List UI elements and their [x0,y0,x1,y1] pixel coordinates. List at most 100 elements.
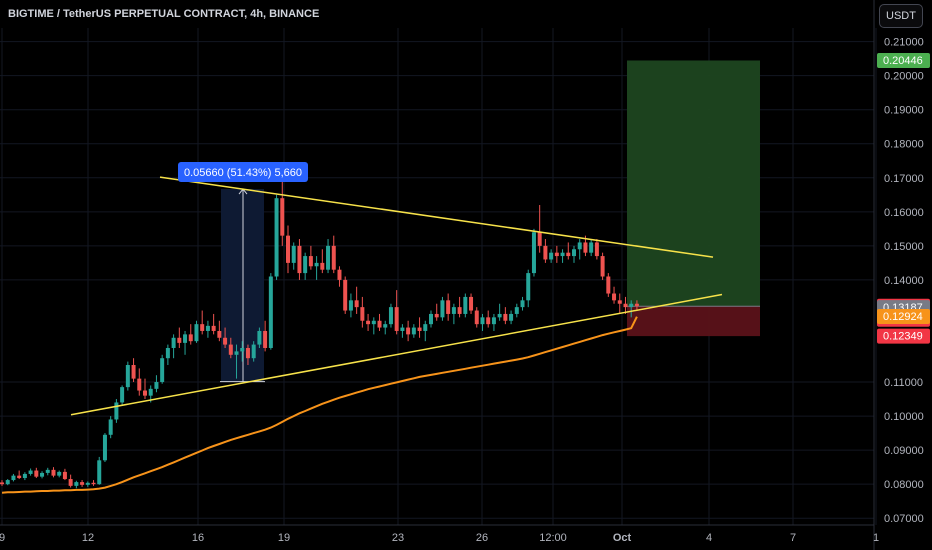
candle [160,354,165,384]
candle-body [74,482,79,486]
candle [486,310,491,328]
candle-body [531,232,536,274]
ma-line [1,316,638,494]
candles [0,181,639,489]
lower-trendline [70,293,723,416]
candle-body [120,387,125,403]
time-axis[interactable]: 9 12 16 19 23 26 12:00 Oct 4 7 1 [0,532,879,544]
candle-body [623,303,628,308]
candle [280,181,285,246]
candle-body [406,327,411,335]
candle [102,433,107,463]
candle [137,368,142,396]
candle [200,310,205,335]
candle-body [594,242,599,257]
candle [451,303,456,325]
candle-body [228,344,233,355]
candle [348,293,353,318]
candle [577,239,582,260]
candle-body [160,358,165,383]
candle [440,296,445,321]
candle [80,480,85,487]
candle [383,320,388,335]
candle [91,480,96,486]
candle-body [34,470,39,477]
candle [572,245,576,263]
currency-button[interactable]: USDT [879,4,923,28]
candle [131,358,136,383]
candle-body [537,232,542,246]
candle [183,330,188,355]
y-tick-label: 0.21000 [884,37,924,49]
candle [543,239,548,263]
candle [251,341,256,362]
x-tick-label: 16 [192,532,204,544]
candle [377,313,382,331]
candle-body [17,475,22,479]
candle-body [183,334,188,343]
candle-body [354,300,359,308]
candle [28,468,33,476]
candle-body [606,276,611,294]
candle-body [549,252,554,260]
candle-body [257,330,262,345]
price-badge: 0.12349 [877,328,930,344]
x-tick-label: Oct [613,532,632,544]
candle-body [634,303,639,307]
candle-body [331,245,336,270]
candle-body [337,269,342,280]
candle [417,317,422,338]
candle-body [520,300,525,308]
candle-body [245,347,250,359]
x-tick-label: 7 [790,532,796,544]
candle [217,320,222,342]
candle [5,479,10,486]
x-tick-label: 1 [873,532,879,544]
candle [11,473,16,482]
price-badge-label: 0.12924 [883,311,923,323]
candle-body [188,334,193,342]
candle [85,481,90,487]
candle [125,361,130,391]
candle-body [480,317,485,325]
candle [171,334,176,359]
candle-body [131,365,136,379]
candle-body [566,252,571,257]
candle-body [85,482,90,485]
target-zone [627,60,760,307]
y-tick-label: 0.07000 [884,513,924,525]
candle-body [45,469,50,473]
price-axis[interactable]: 0.21000 0.20000 0.19000 0.18000 0.17000 0.160… [877,37,930,526]
x-tick-label: 12:00 [539,532,567,544]
candle [291,242,296,270]
candle-body [486,317,491,325]
candle [326,239,331,274]
candle [57,470,62,478]
candle [205,320,210,338]
candle-body [143,390,147,396]
candle-body [137,378,142,391]
candle-body [200,324,205,331]
candle-body [68,479,73,486]
candle-body [589,242,594,253]
candle-body [57,471,62,476]
y-tick-label: 0.09000 [884,445,924,457]
candle-body [371,320,376,325]
candle-body [429,313,433,325]
candle-body [320,262,325,270]
candle-body [617,300,622,304]
candle [629,300,634,318]
candle [308,245,313,270]
candle-body [80,482,85,485]
candle [623,296,628,314]
price-badge-label: 0.12349 [883,331,923,343]
candle [560,249,565,263]
candle [457,296,462,318]
candle-body [446,300,451,314]
candle [331,235,336,274]
candle-body [554,252,559,257]
trendlines[interactable] [70,176,723,416]
measure-label-text: 0.05660 (51.43%) 5,660 [184,167,302,179]
candle-body [148,388,153,396]
